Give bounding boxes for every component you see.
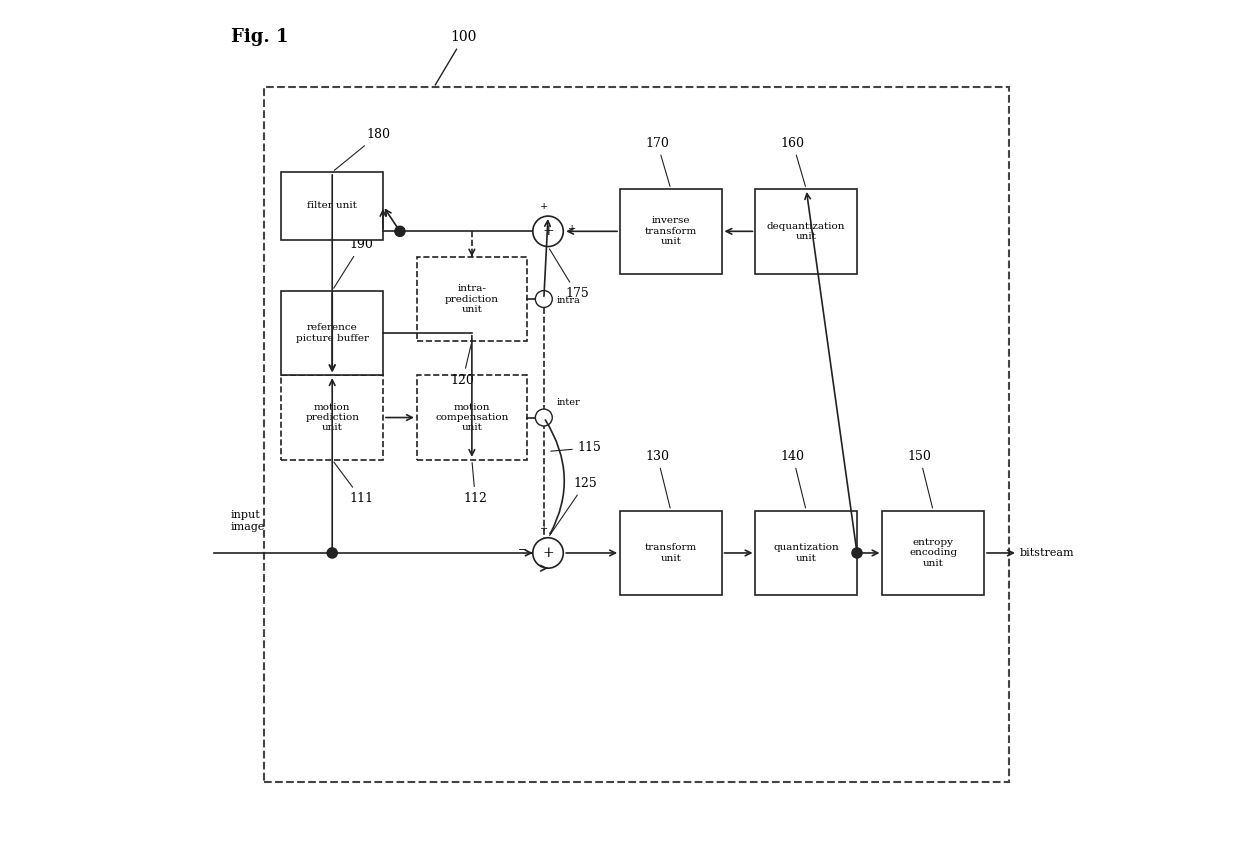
Circle shape xyxy=(327,548,337,558)
Text: −: − xyxy=(518,545,527,555)
Text: +: + xyxy=(568,224,575,233)
Text: 160: 160 xyxy=(781,136,806,187)
Text: intra: intra xyxy=(557,296,580,305)
Text: 180: 180 xyxy=(335,128,391,170)
Circle shape xyxy=(852,548,862,558)
Circle shape xyxy=(536,291,552,308)
FancyBboxPatch shape xyxy=(281,375,383,460)
Text: 175: 175 xyxy=(549,249,589,301)
Text: +: + xyxy=(542,224,554,239)
Text: 100: 100 xyxy=(435,30,477,85)
Text: motion
compensation
unit: motion compensation unit xyxy=(435,403,508,433)
Circle shape xyxy=(394,227,405,236)
Text: 170: 170 xyxy=(645,136,670,187)
Text: input
image: input image xyxy=(231,510,265,532)
Text: 125: 125 xyxy=(549,477,598,535)
Text: 115: 115 xyxy=(551,441,601,454)
Text: entropy
encoding
unit: entropy encoding unit xyxy=(909,538,957,568)
FancyBboxPatch shape xyxy=(620,189,722,273)
Circle shape xyxy=(533,216,563,246)
Text: 140: 140 xyxy=(781,450,806,508)
Text: +: + xyxy=(539,202,548,211)
FancyBboxPatch shape xyxy=(883,510,985,596)
FancyBboxPatch shape xyxy=(620,510,722,596)
Text: 120: 120 xyxy=(450,344,475,387)
Text: 150: 150 xyxy=(908,450,932,508)
Circle shape xyxy=(536,409,552,426)
Text: inverse
transform
unit: inverse transform unit xyxy=(645,216,697,246)
Text: inter: inter xyxy=(557,398,580,407)
Text: intra-
prediction
unit: intra- prediction unit xyxy=(445,284,498,314)
Circle shape xyxy=(533,538,563,568)
Text: filter unit: filter unit xyxy=(308,201,357,210)
FancyBboxPatch shape xyxy=(417,375,527,460)
Text: +: + xyxy=(539,524,548,533)
FancyBboxPatch shape xyxy=(281,172,383,239)
Text: 190: 190 xyxy=(334,239,373,288)
Text: 130: 130 xyxy=(645,450,670,508)
Text: dequantization
unit: dequantization unit xyxy=(768,222,846,241)
FancyBboxPatch shape xyxy=(417,256,527,342)
Text: transform
unit: transform unit xyxy=(645,544,697,562)
Text: +: + xyxy=(542,546,554,560)
Text: quantization
unit: quantization unit xyxy=(774,544,839,562)
FancyBboxPatch shape xyxy=(755,510,857,596)
Text: 112: 112 xyxy=(464,463,487,505)
Text: 111: 111 xyxy=(334,462,373,505)
FancyBboxPatch shape xyxy=(755,189,857,273)
Text: reference
picture buffer: reference picture buffer xyxy=(295,323,368,343)
FancyArrowPatch shape xyxy=(546,420,564,533)
Text: Fig. 1: Fig. 1 xyxy=(231,28,288,46)
FancyBboxPatch shape xyxy=(281,291,383,375)
Text: bitstream: bitstream xyxy=(1019,548,1074,558)
Text: motion
prediction
unit: motion prediction unit xyxy=(305,403,360,433)
